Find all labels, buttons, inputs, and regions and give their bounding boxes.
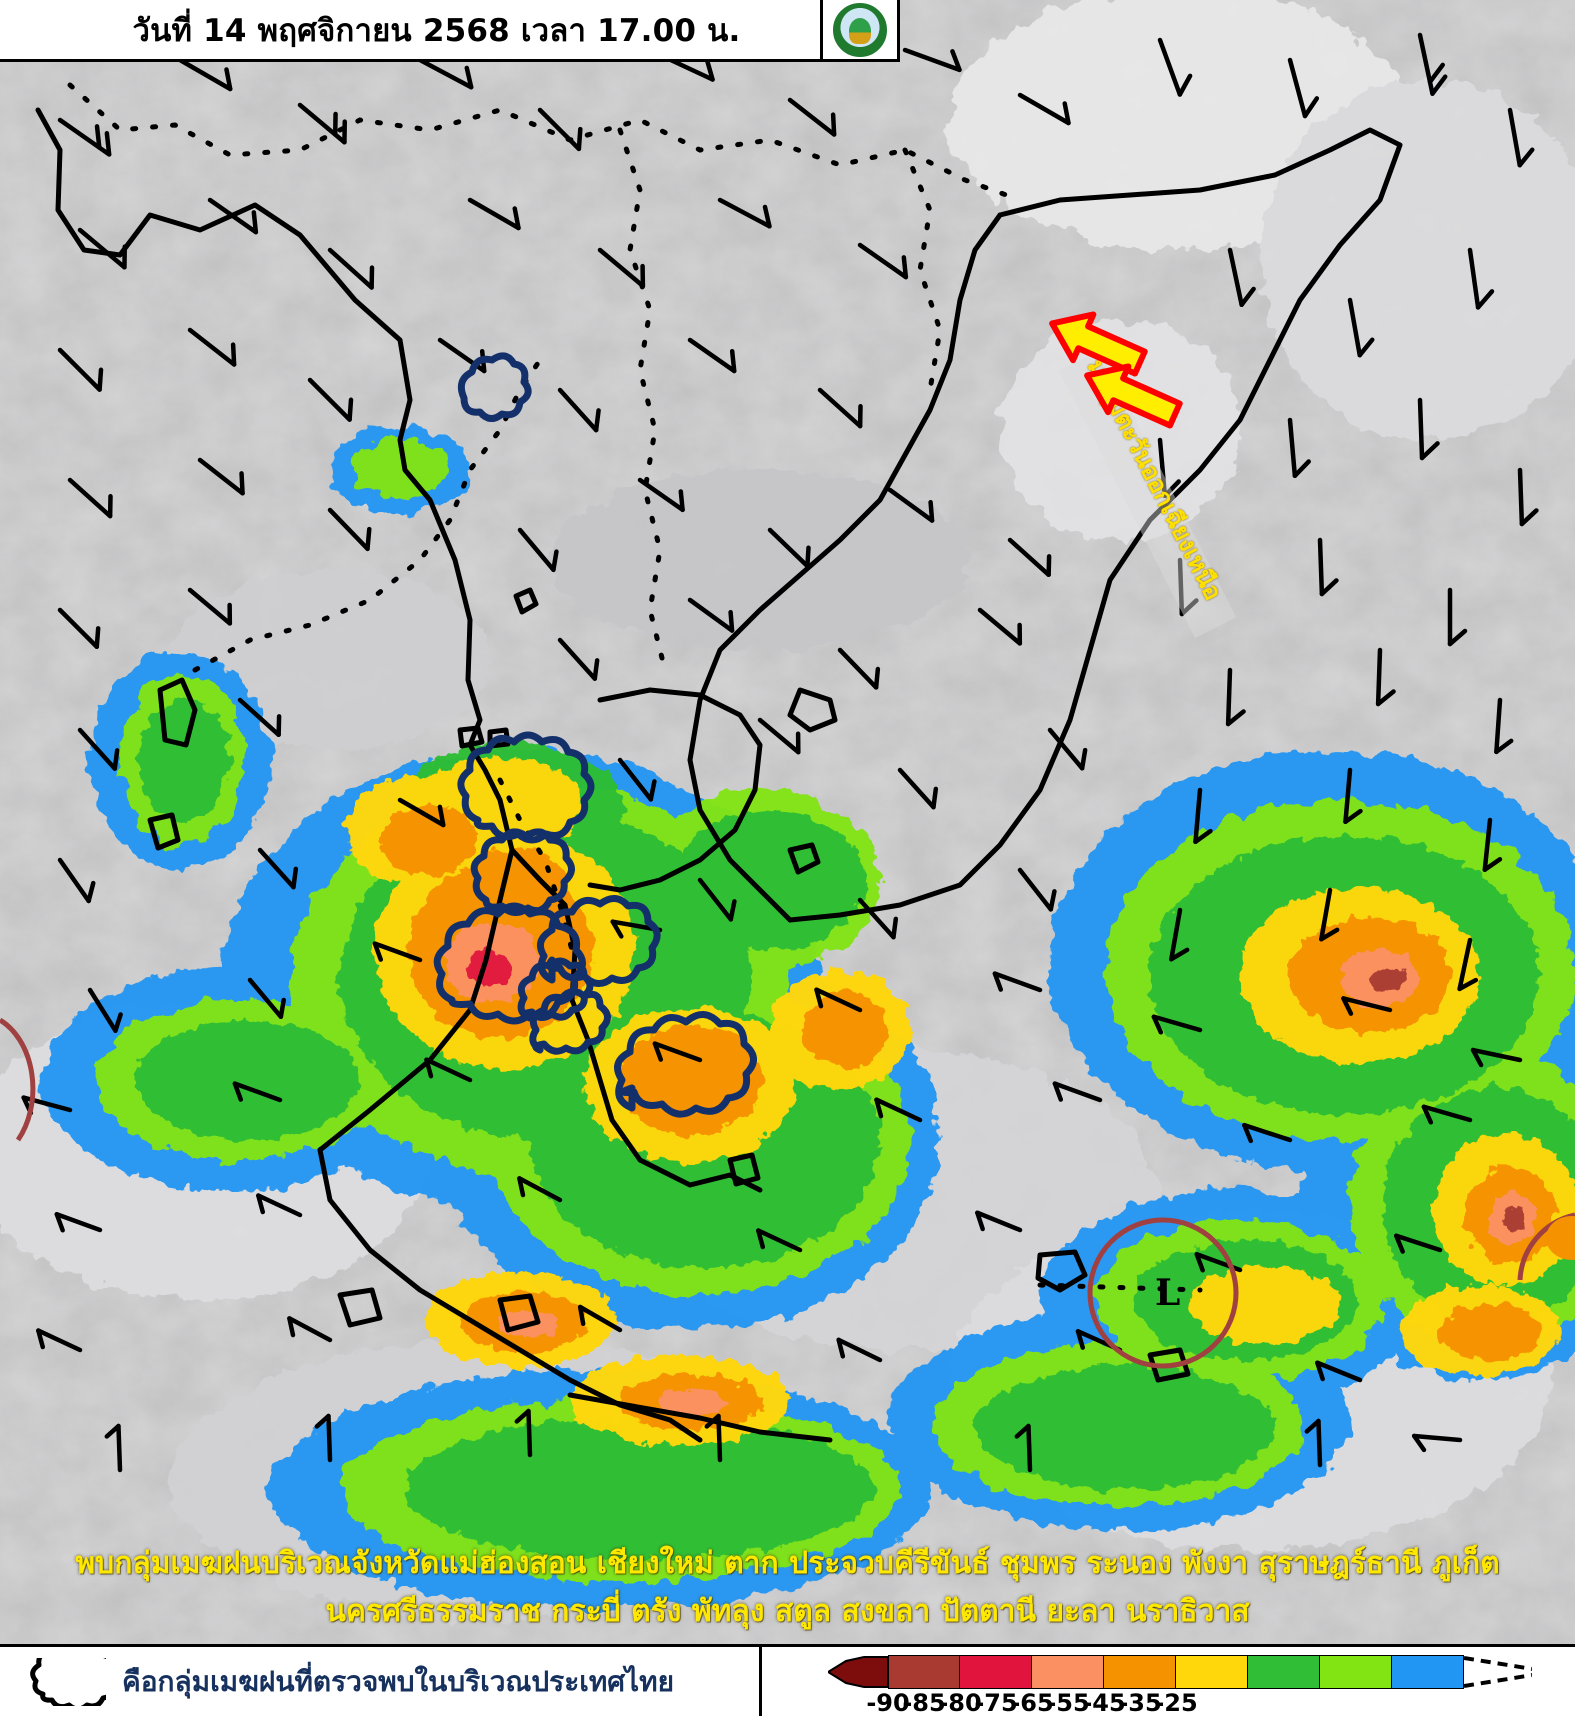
- logo-container: [820, 0, 900, 62]
- colorbar-cell-0: [888, 1655, 960, 1689]
- colorbar-tick-1: -85: [902, 1689, 946, 1716]
- colorbar-tick-4: -65: [1010, 1689, 1054, 1716]
- colorbar-cell-3: [1104, 1655, 1176, 1689]
- temperature-colorbar: -90 -85 -80 -75 -65 -55 -45 -35 -25: [762, 1647, 1575, 1716]
- colorbar-tick-3: -75: [974, 1689, 1018, 1716]
- low-pressure-label: L: [1155, 1272, 1181, 1314]
- satellite-map-canvas: [0, 0, 1575, 1644]
- colorbar-cell-5: [1248, 1655, 1320, 1689]
- colorbar-tick-0: -90: [866, 1689, 910, 1716]
- colorbar-tick-2: -80: [938, 1689, 982, 1716]
- legend-bar: คือกลุ่มเมฆฝนที่ตรวจพบในบริเวณประเทศไทย: [0, 1644, 1575, 1716]
- colorbar-tick-6: -45: [1082, 1689, 1126, 1716]
- title-bar: วันที่ 14 พฤศจิกายน 2568 เวลา 17.00 น.: [0, 0, 840, 62]
- colorbar-cell-4: [1176, 1655, 1248, 1689]
- colorbar-tick-5: -55: [1046, 1689, 1090, 1716]
- colorbar-cell-1: [960, 1655, 1032, 1689]
- colorbar-tick-8: -25: [1154, 1689, 1198, 1716]
- colorbar-swatches: [828, 1655, 1532, 1689]
- colorbar-cell-2: [1032, 1655, 1104, 1689]
- colorbar-arrow-tail-icon: [828, 1655, 888, 1689]
- page-title: วันที่ 14 พฤศจิกายน 2568 เวลา 17.00 น.: [132, 12, 741, 49]
- rain-cloud-outline-icon: [28, 1657, 106, 1706]
- cloud-legend-text: คือกลุ่มเมฆฝนที่ตรวจพบในบริเวณประเทศไทย: [122, 1664, 675, 1698]
- monsoon-arrow-icon: [1067, 344, 1195, 446]
- cloud-legend: คือกลุ่มเมฆฝนที่ตรวจพบในบริเวณประเทศไทย: [0, 1647, 762, 1716]
- low-pressure-circle: [1087, 1217, 1239, 1369]
- colorbar-tick-7: -35: [1118, 1689, 1162, 1716]
- colorbar-cell-6: [1320, 1655, 1392, 1689]
- colorbar-cell-7: [1392, 1655, 1464, 1689]
- tmd-seal-logo-icon: [833, 2, 887, 57]
- colorbar-tick-labels: -90 -85 -80 -75 -65 -55 -45 -35 -25: [828, 1689, 1212, 1716]
- monsoon-arrow-icon: [1032, 292, 1160, 394]
- colorbar-open-end-icon: [1464, 1655, 1532, 1689]
